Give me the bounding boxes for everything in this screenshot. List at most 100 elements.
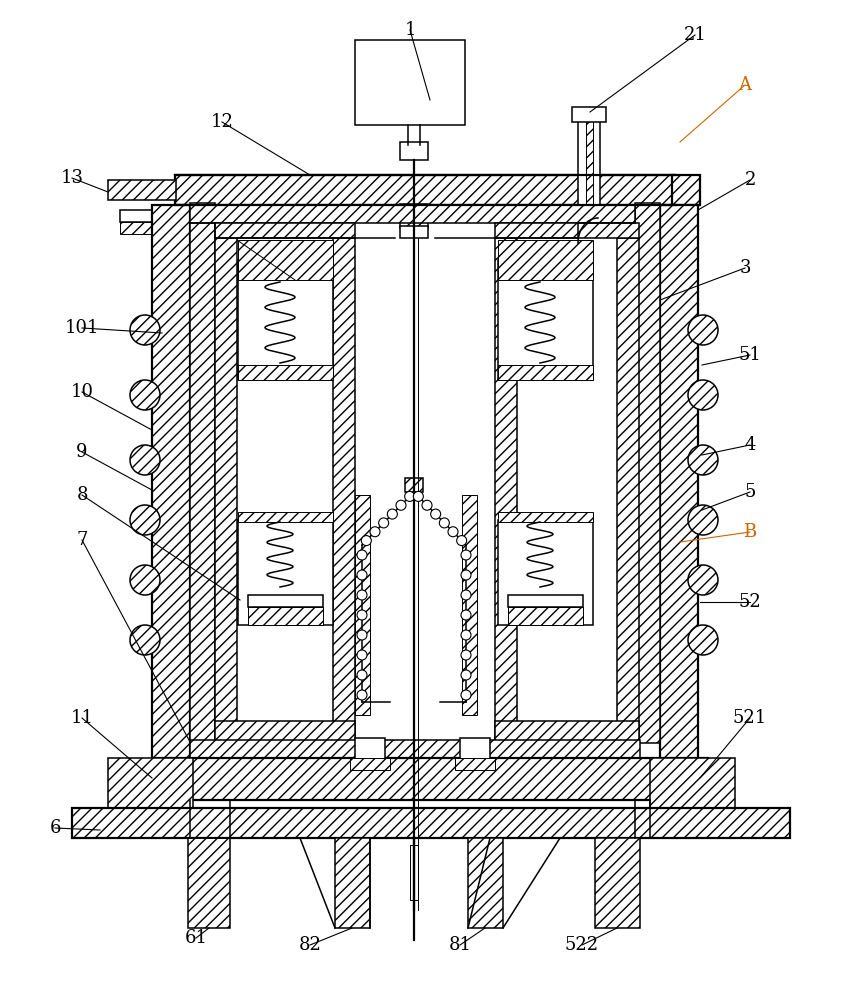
Circle shape — [130, 625, 160, 655]
Circle shape — [370, 527, 380, 537]
Bar — [498, 520, 593, 625]
Bar — [238, 240, 333, 280]
Bar — [400, 142, 428, 160]
Circle shape — [357, 570, 367, 580]
Bar — [152, 758, 708, 800]
Bar — [508, 607, 583, 625]
Bar — [238, 520, 333, 625]
Bar — [455, 758, 495, 770]
Circle shape — [413, 491, 424, 501]
Circle shape — [357, 550, 367, 560]
Bar — [238, 365, 333, 380]
Circle shape — [357, 610, 367, 620]
Bar — [572, 107, 606, 122]
Circle shape — [461, 650, 471, 660]
Circle shape — [357, 670, 367, 680]
Text: 8: 8 — [76, 486, 88, 504]
Circle shape — [688, 505, 718, 535]
Text: 61: 61 — [185, 929, 207, 947]
Text: 2: 2 — [744, 171, 756, 189]
Bar — [498, 365, 593, 380]
Bar — [498, 240, 593, 280]
Circle shape — [439, 518, 450, 528]
Circle shape — [130, 315, 160, 345]
Bar — [108, 758, 193, 808]
Circle shape — [461, 590, 471, 600]
Bar — [215, 223, 355, 238]
Bar — [410, 845, 418, 900]
Circle shape — [387, 509, 397, 519]
Bar — [460, 738, 490, 760]
Bar — [660, 205, 698, 760]
Bar — [495, 238, 517, 743]
Text: A: A — [739, 76, 752, 94]
Circle shape — [461, 690, 471, 700]
Circle shape — [130, 380, 160, 410]
Text: 7: 7 — [76, 531, 88, 549]
Bar — [190, 740, 640, 760]
Bar — [508, 595, 583, 607]
Circle shape — [357, 690, 367, 700]
Text: 21: 21 — [683, 26, 707, 44]
Bar — [617, 238, 639, 743]
Bar — [400, 226, 428, 238]
Circle shape — [461, 550, 471, 560]
Circle shape — [688, 565, 718, 595]
Polygon shape — [300, 838, 370, 928]
Text: 10: 10 — [71, 383, 93, 401]
Circle shape — [688, 445, 718, 475]
Circle shape — [457, 536, 467, 546]
Bar — [400, 204, 428, 228]
Circle shape — [448, 527, 458, 537]
Circle shape — [461, 570, 471, 580]
Text: 6: 6 — [49, 819, 60, 837]
Bar — [120, 222, 175, 234]
Bar — [215, 721, 355, 743]
Circle shape — [405, 491, 414, 501]
Bar — [188, 838, 230, 928]
Text: B: B — [743, 523, 757, 541]
Text: 51: 51 — [739, 346, 761, 364]
Bar — [190, 205, 635, 223]
Text: 9: 9 — [76, 443, 88, 461]
Bar — [152, 205, 190, 760]
Text: 4: 4 — [744, 436, 756, 454]
Circle shape — [130, 505, 160, 535]
Bar — [495, 721, 639, 743]
Bar — [405, 478, 423, 492]
Text: 12: 12 — [211, 113, 233, 131]
Bar — [462, 495, 477, 715]
Bar — [672, 175, 700, 205]
Circle shape — [688, 380, 718, 410]
Circle shape — [379, 518, 388, 528]
Circle shape — [130, 445, 160, 475]
Bar — [190, 203, 215, 743]
Text: 52: 52 — [739, 593, 761, 611]
Bar — [498, 512, 593, 522]
Circle shape — [357, 630, 367, 640]
Text: 521: 521 — [733, 709, 767, 727]
Text: 13: 13 — [60, 169, 84, 187]
Bar — [586, 120, 593, 205]
Bar — [248, 607, 323, 625]
Bar — [333, 238, 355, 743]
Bar — [120, 210, 175, 222]
Circle shape — [362, 536, 371, 546]
Circle shape — [130, 565, 160, 595]
Bar — [355, 40, 465, 125]
Bar — [248, 595, 323, 607]
Bar — [595, 838, 640, 928]
Circle shape — [688, 315, 718, 345]
Text: 82: 82 — [299, 936, 321, 954]
Circle shape — [396, 500, 406, 510]
Circle shape — [431, 509, 441, 519]
Bar — [72, 808, 790, 838]
Text: 101: 101 — [65, 319, 99, 337]
Bar — [350, 758, 390, 770]
Bar — [108, 180, 176, 200]
Bar — [238, 512, 333, 522]
Bar — [468, 838, 503, 928]
Bar — [355, 495, 370, 715]
Circle shape — [688, 625, 718, 655]
Bar — [578, 120, 600, 205]
